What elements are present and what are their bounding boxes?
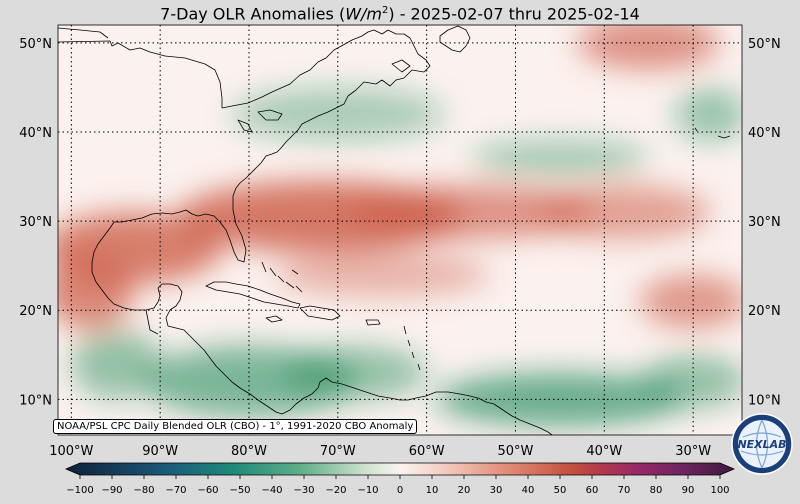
lat-label-right: 40°N: [748, 126, 781, 141]
anomaly-region-5: [639, 274, 742, 329]
lat-label-right: 30°N: [748, 215, 781, 230]
colorbar-tick-label: −10: [357, 485, 378, 496]
lat-label-left: 40°N: [19, 126, 52, 141]
colorbar-tick-label: 40: [522, 485, 535, 496]
bahamas: [261, 261, 303, 293]
map-area: [58, 25, 742, 435]
colorbar-tick-label: 60: [586, 485, 599, 496]
logo-globe-lines: [740, 419, 784, 469]
lon-label: 50°W: [498, 444, 534, 459]
puerto-rico: [365, 319, 381, 326]
hispaniola: [299, 305, 341, 321]
anomaly-region-6: [577, 25, 720, 70]
lat-label-right: 10°N: [748, 393, 781, 408]
colorbar-tick-label: 80: [650, 485, 663, 496]
colorbar: −100 −90 −80 −70 −60 −50 −40 −30 −20 −10 0 10 20 30 40…: [64, 462, 736, 496]
title-unit-exponent: 2: [381, 5, 389, 16]
north-america-coast: [58, 29, 553, 435]
anomaly-region-9: [231, 87, 445, 141]
colorbar-tick-label: 30: [490, 485, 503, 496]
data-source-credit: NOAA/PSL CPC Daily Blended OLR (CBO) - 1…: [53, 419, 418, 434]
colorbar-tick-label: 20: [458, 485, 471, 496]
colorbar-ticks: −100 −90 −80 −70 −60 −50 −40 −30 −20 −10 0 10 20 30 40…: [66, 475, 730, 496]
lon-label: 90°W: [142, 444, 178, 459]
anomaly-field: [58, 25, 742, 427]
map-title: 7-Day OLR Anomalies (W/m2) - 2025-02-07 …: [0, 0, 800, 25]
lon-label: 100°W: [49, 444, 93, 459]
lat-label-left: 10°N: [19, 393, 52, 408]
bay-of-fundy: [391, 59, 411, 73]
anomaly-region-4: [533, 185, 711, 239]
anomaly-region-7: [275, 252, 489, 297]
jamaica: [265, 315, 283, 323]
colorbar-tick-label: −90: [101, 485, 122, 496]
colorbar-tick-label: 50: [554, 485, 567, 496]
title-suffix: ) - 2025-02-07 thru 2025-02-14: [388, 4, 640, 24]
cuba: [205, 281, 301, 309]
lon-label: 40°W: [586, 444, 622, 459]
nexlab-globe-logo: NEXLAB: [731, 413, 793, 475]
hudson-bay-coast: [58, 27, 109, 39]
colorbar-tick-label: −40: [261, 485, 282, 496]
anomaly-region-12: [435, 372, 685, 427]
logo-text: NEXLAB: [737, 438, 786, 451]
newfoundland: [439, 25, 471, 53]
anomaly-region-8: [471, 140, 649, 177]
colorbar-tick-label: 100: [710, 485, 729, 496]
anomaly-region-15: [675, 87, 742, 141]
lat-label-right: 20°N: [748, 304, 781, 319]
anomaly-region-11: [284, 345, 427, 400]
colorbar-tick-label: −30: [293, 485, 314, 496]
colorbar-tick-label: 10: [426, 485, 439, 496]
colorbar-tick-label: −100: [66, 485, 93, 496]
longitude-labels: 100°W 90°W 80°W 70°W 60°W 50°W 40°W 30°W: [49, 444, 711, 459]
colorbar-tick-label: −60: [197, 485, 218, 496]
logo-globe: [738, 420, 786, 468]
title-unit: W/m: [345, 4, 382, 24]
colorbar-tick-label: −20: [325, 485, 346, 496]
yucatan: [145, 309, 159, 335]
lat-label-right: 50°N: [748, 37, 781, 52]
atlantic-islands: [694, 127, 731, 139]
anomaly-region-13: [639, 354, 742, 409]
colorbar-tick-label: 70: [618, 485, 631, 496]
colorbar-tick-label: −50: [229, 485, 250, 496]
lat-label-left: 30°N: [19, 215, 52, 230]
latitude-labels: 50°N 50°N 40°N 40°N 30°N 30°N 20°N 20°N 10°N 10°N: [19, 37, 781, 409]
title-prefix: 7-Day OLR Anomalies (: [160, 4, 346, 24]
lon-label: 70°W: [320, 444, 356, 459]
anomaly-region-3: [346, 185, 596, 239]
lat-label-left: 20°N: [19, 304, 52, 319]
colorbar-tick-label: −80: [133, 485, 154, 496]
lon-label: 80°W: [231, 444, 267, 459]
anomaly-region-14: [71, 328, 161, 400]
lon-label: 30°W: [675, 444, 711, 459]
map-frame: [57, 24, 743, 436]
coastlines: [58, 25, 731, 435]
colorbar-tick-label: 90: [682, 485, 695, 496]
lon-label: 60°W: [409, 444, 445, 459]
colorbar-tick-label: 0: [397, 485, 403, 496]
lesser-antilles: [403, 325, 421, 371]
graticule: [58, 25, 742, 435]
lat-label-left: 50°N: [19, 37, 52, 52]
colorbar-tick-label: −70: [165, 485, 186, 496]
colorbar-scale: [64, 462, 736, 476]
